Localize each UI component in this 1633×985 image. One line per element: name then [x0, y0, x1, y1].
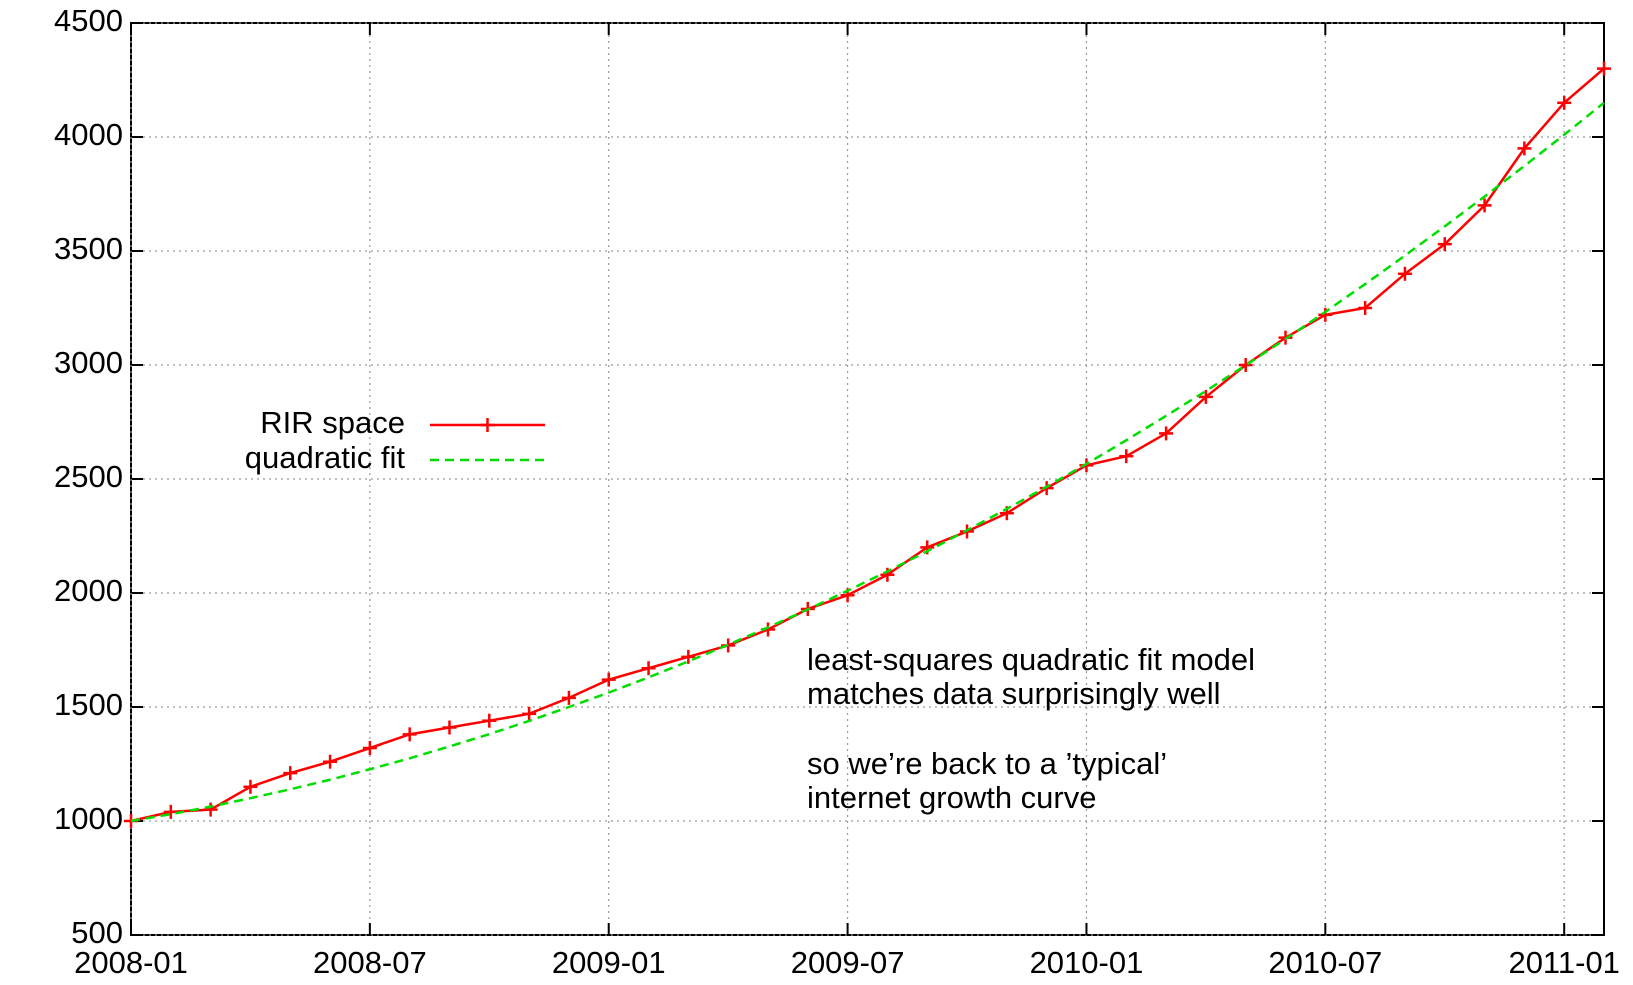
data-point — [1119, 449, 1134, 464]
y-tick-label: 2000 — [54, 573, 123, 608]
legend-label: RIR space — [260, 405, 405, 440]
data-point — [1437, 237, 1452, 252]
x-tick-label: 2009-07 — [791, 945, 905, 980]
x-tick-label: 2010-07 — [1268, 945, 1382, 980]
data-point — [1477, 198, 1492, 213]
annotation: so we’re back to a ’typical’ — [807, 746, 1167, 781]
x-tick-label: 2008-01 — [74, 945, 188, 980]
y-tick-label: 3500 — [54, 231, 123, 266]
x-tick-label: 2008-07 — [313, 945, 427, 980]
x-tick-label: 2011-01 — [1508, 945, 1619, 980]
data-point — [482, 713, 497, 728]
data-point — [601, 672, 616, 687]
data-point — [880, 567, 895, 582]
y-tick-label: 1000 — [54, 801, 123, 836]
annotation: least-squares quadratic fit model — [807, 642, 1255, 677]
data-point — [1159, 426, 1174, 441]
y-tick-label: 4000 — [54, 117, 123, 152]
y-tick-label: 4500 — [54, 3, 123, 38]
data-point — [283, 766, 298, 781]
data-point — [1238, 358, 1253, 372]
data-point — [1358, 301, 1373, 315]
y-tick-label: 1500 — [54, 687, 123, 722]
annotation: matches data surprisingly well — [807, 676, 1221, 711]
data-point — [681, 649, 696, 664]
data-point — [362, 741, 377, 756]
y-tick-label: 2500 — [54, 459, 123, 494]
data-point — [1517, 141, 1532, 156]
data-point — [243, 779, 258, 794]
legend-marker — [480, 418, 495, 432]
y-tick-label: 3000 — [54, 345, 123, 380]
data-point — [1597, 61, 1611, 76]
data-point — [323, 754, 338, 769]
legend-label: quadratic fit — [245, 440, 406, 475]
data-point — [1397, 266, 1412, 281]
data-point — [522, 706, 537, 721]
x-tick-label: 2010-01 — [1030, 945, 1144, 980]
data-point — [561, 690, 576, 705]
annotation: internet growth curve — [807, 780, 1096, 815]
data-point — [163, 804, 178, 819]
data-point — [402, 727, 417, 742]
data-point — [641, 661, 656, 676]
data-point — [1198, 389, 1213, 404]
data-point — [442, 720, 457, 735]
data-point — [203, 802, 218, 817]
data-point — [1318, 307, 1333, 322]
x-tick-label: 2009-01 — [552, 945, 666, 980]
y-tick-label: 500 — [71, 915, 123, 950]
data-point — [1557, 95, 1572, 110]
